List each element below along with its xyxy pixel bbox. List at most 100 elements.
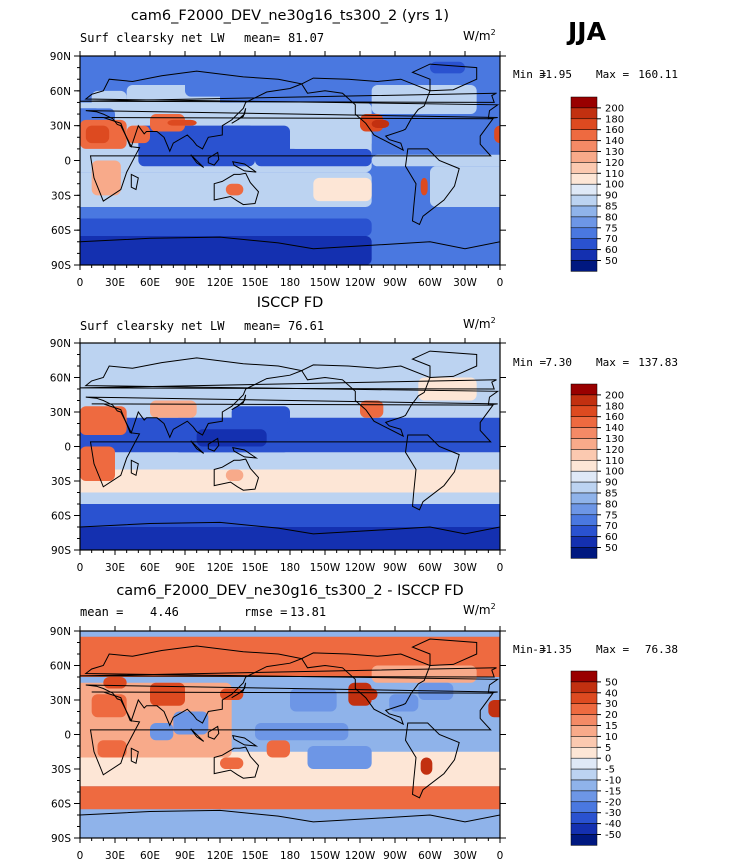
colorbar-swatch xyxy=(570,823,598,835)
coastline xyxy=(207,725,220,740)
field-region xyxy=(290,688,337,712)
field-region xyxy=(91,694,127,718)
colorbar-swatch xyxy=(570,714,598,726)
colorbar-swatch xyxy=(570,525,598,537)
coastline xyxy=(190,440,205,454)
coastline xyxy=(207,151,220,166)
coastline xyxy=(411,63,478,92)
colorbar-swatch xyxy=(570,394,598,407)
colorbar-swatch xyxy=(570,747,598,759)
colorbar-label: -30 xyxy=(605,808,621,819)
colorbar-swatch xyxy=(570,536,598,548)
x-tick-label: 150E xyxy=(242,277,269,289)
mean-label: mean= xyxy=(244,31,280,45)
max-label: Max = xyxy=(596,643,629,656)
units-exponent: 2 xyxy=(491,316,496,325)
field-region xyxy=(126,125,150,144)
colorbar-label: 90 xyxy=(605,478,618,489)
y-tick-label: 90S xyxy=(51,833,71,845)
x-tick-label: 150E xyxy=(242,850,269,862)
colorbar-swatch xyxy=(570,405,598,417)
colorbar-swatch xyxy=(570,438,598,450)
coastline xyxy=(89,691,494,776)
x-tick-label: 180 xyxy=(280,562,300,574)
coastline xyxy=(80,92,497,103)
coastline xyxy=(300,364,431,438)
x-tick-label: 90E xyxy=(175,277,195,289)
coastline xyxy=(130,173,139,191)
field-region xyxy=(80,172,372,207)
y-tick-label: 90S xyxy=(51,260,71,272)
colorbar-swatch xyxy=(570,205,598,218)
coastline xyxy=(84,357,500,439)
rmse-label: rmse = xyxy=(244,605,287,619)
mean-value: 76.61 xyxy=(288,319,324,333)
map-field xyxy=(80,343,500,550)
colorbar-swatch xyxy=(570,481,598,494)
y-tick-label: 60S xyxy=(51,799,71,811)
colorbar-label: 110 xyxy=(605,169,624,180)
min-value: 31.95 xyxy=(539,68,572,81)
colorbar-swatch xyxy=(570,492,598,505)
colorbar-label: 30 xyxy=(605,699,618,710)
colorbar-label: -5 xyxy=(605,765,615,776)
field-region xyxy=(150,682,185,706)
colorbar-swatch xyxy=(570,736,598,748)
max-value: 160.11 xyxy=(638,68,678,81)
x-tick-label: 30E xyxy=(105,562,125,574)
colorbar-swatch xyxy=(570,238,598,250)
coastline xyxy=(231,682,247,699)
colorbar-label: 200 xyxy=(605,103,624,114)
colorbar-swatch xyxy=(570,249,598,261)
coastline xyxy=(207,437,220,452)
colorbar-label: 130 xyxy=(605,434,624,445)
colorbar-swatch xyxy=(570,681,598,694)
coastline xyxy=(404,148,460,226)
x-tick-label: 60E xyxy=(140,277,160,289)
coastline xyxy=(232,734,259,747)
colorbar-swatch xyxy=(570,194,598,207)
colorbar-swatch xyxy=(570,692,598,704)
x-tick-label: 90W xyxy=(383,562,407,574)
colorbar-swatch xyxy=(570,260,598,272)
y-tick-label: 60S xyxy=(51,511,71,523)
x-tick-label: 120W xyxy=(345,562,376,574)
field-region xyxy=(80,786,500,810)
coastlines xyxy=(80,350,500,550)
colorbar-label: 120 xyxy=(605,158,624,169)
x-tick-label: 30W xyxy=(453,850,477,862)
y-tick-label: 0 xyxy=(64,156,71,168)
colorbar-label: 50 xyxy=(605,543,618,554)
colorbar-swatch xyxy=(570,812,598,824)
x-tick-label: 120E xyxy=(207,277,234,289)
colorbar-swatch xyxy=(570,216,598,229)
field-region xyxy=(173,711,209,735)
field-region xyxy=(307,746,372,769)
colorbar-label: 70 xyxy=(605,521,618,532)
coastline xyxy=(190,154,205,168)
season-label: JJA xyxy=(566,17,607,46)
coastline xyxy=(213,172,260,206)
coastline xyxy=(213,458,260,491)
colorbar-label: 90 xyxy=(605,191,618,202)
colorbar-label: 60 xyxy=(605,245,618,256)
colorbar-label: 120 xyxy=(605,445,624,456)
colorbar-swatch xyxy=(570,118,598,130)
y-tick-label: 90S xyxy=(51,545,71,557)
field-region xyxy=(430,166,500,207)
field-region xyxy=(91,160,121,196)
max-value: 76.38 xyxy=(645,643,678,656)
panel-title: cam6_F2000_DEV_ne30g16_ts300_2 (yrs 1) xyxy=(131,8,449,24)
colorbar-label: 140 xyxy=(605,423,624,434)
x-tick-label: 120W xyxy=(345,850,376,862)
coastline xyxy=(84,70,500,153)
coastline xyxy=(300,652,431,726)
y-tick-label: 30N xyxy=(50,695,71,707)
x-tick-label: 150W xyxy=(310,562,341,574)
mean-value: 81.07 xyxy=(288,31,324,45)
colorbar-label: 100 xyxy=(605,180,624,191)
field-region xyxy=(167,119,197,126)
x-tick-label: 30W xyxy=(453,562,477,574)
colorbar-swatch xyxy=(570,416,598,428)
